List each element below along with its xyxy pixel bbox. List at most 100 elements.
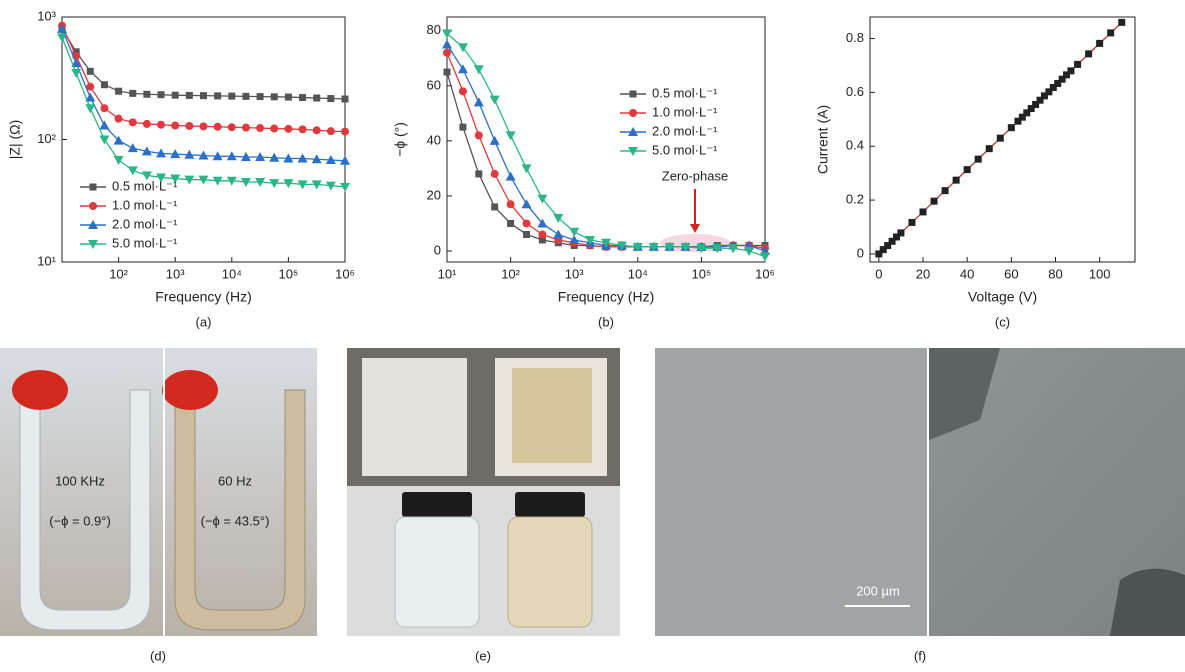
marker (457, 64, 468, 74)
marker (341, 127, 349, 136)
marker (443, 48, 451, 57)
marker (269, 179, 280, 189)
series-line (61, 25, 346, 133)
legend-marker (89, 202, 97, 210)
marker (442, 39, 452, 49)
x-tick-label: 100 (1089, 266, 1111, 281)
marker (893, 233, 900, 241)
marker (1118, 18, 1126, 26)
marker (553, 229, 564, 239)
marker (127, 166, 138, 176)
marker (156, 148, 167, 158)
marker (569, 227, 580, 237)
y-tick-label: 0.6 (846, 84, 864, 99)
marker (489, 95, 500, 105)
marker (199, 92, 207, 100)
x-tick-label: 10⁵ (691, 266, 711, 281)
marker (143, 90, 151, 98)
marker (442, 29, 452, 39)
x-tick-label: 60 (1004, 266, 1018, 281)
marker (505, 131, 516, 141)
marker (985, 145, 993, 153)
y-tick-label: 40 (427, 132, 441, 147)
marker (156, 173, 167, 183)
marker (171, 91, 179, 99)
marker (1045, 88, 1053, 96)
marker (897, 229, 905, 237)
marker (311, 154, 322, 164)
marker (340, 182, 350, 192)
marker (1049, 84, 1057, 92)
marker (184, 175, 195, 185)
marker (537, 218, 548, 228)
marker (553, 213, 564, 223)
panel-label: (b) (598, 314, 614, 329)
legend-label: 5.0 mol·L⁻¹ (652, 142, 718, 157)
photo-text: 60 Hz (218, 473, 252, 488)
legend-label: 5.0 mol·L⁻¹ (112, 235, 178, 250)
marker (184, 149, 195, 159)
marker (712, 244, 723, 254)
legend-label: 0.5 mol·L⁻¹ (112, 178, 178, 193)
marker (199, 122, 208, 131)
annotation: Zero-phase (662, 168, 728, 183)
marker (521, 164, 532, 174)
series-line (61, 28, 346, 100)
marker (475, 170, 483, 178)
x-tick-label: 10³ (166, 266, 185, 281)
marker (256, 93, 264, 101)
marker (474, 131, 483, 140)
y-tick-label: 20 (427, 187, 441, 202)
x-tick-label: 10⁶ (335, 266, 355, 281)
y-tick-label: 10¹ (37, 253, 56, 268)
marker (473, 65, 484, 75)
x-tick-label: 80 (1048, 266, 1062, 281)
marker (538, 230, 547, 239)
marker (141, 171, 152, 181)
marker (537, 194, 548, 204)
legend-marker (88, 240, 98, 249)
marker (226, 176, 237, 186)
legend-marker (629, 90, 637, 98)
x-tick-label: 0 (875, 266, 882, 281)
marker (270, 124, 279, 133)
y-tick-label: 0.8 (846, 30, 864, 45)
marker (1107, 29, 1115, 37)
plot-frame (869, 16, 1136, 263)
marker (585, 235, 596, 245)
marker (270, 93, 278, 101)
marker (884, 242, 892, 250)
marker (240, 177, 251, 187)
x-tick-label: 10⁶ (755, 266, 775, 281)
marker (100, 104, 109, 113)
marker (142, 119, 151, 128)
marker (198, 175, 209, 185)
marker (283, 179, 294, 189)
x-axis-label: Voltage (V) (968, 289, 1037, 305)
marker (227, 123, 236, 132)
marker (312, 126, 321, 135)
marker (57, 23, 67, 33)
marker (744, 246, 755, 256)
legend-label: 0.5 mol·L⁻¹ (652, 85, 718, 100)
marker (128, 118, 137, 127)
x-tick-label: 10⁴ (628, 266, 648, 281)
marker (664, 242, 675, 252)
marker (100, 81, 108, 89)
marker (696, 244, 707, 254)
marker (1036, 96, 1044, 104)
marker (507, 219, 515, 227)
x-axis-label: Frequency (Hz) (558, 289, 654, 305)
y-tick-label: 80 (427, 22, 441, 37)
y-tick-label: 10² (37, 131, 56, 146)
marker (297, 153, 308, 163)
marker (325, 155, 336, 165)
marker (86, 67, 94, 75)
marker (952, 176, 960, 184)
legend-label: 1.0 mol·L⁻¹ (652, 104, 718, 119)
y-tick-label: 0 (857, 245, 864, 260)
marker (760, 252, 770, 262)
marker (505, 171, 516, 181)
marker (1058, 75, 1066, 83)
marker (457, 43, 468, 53)
